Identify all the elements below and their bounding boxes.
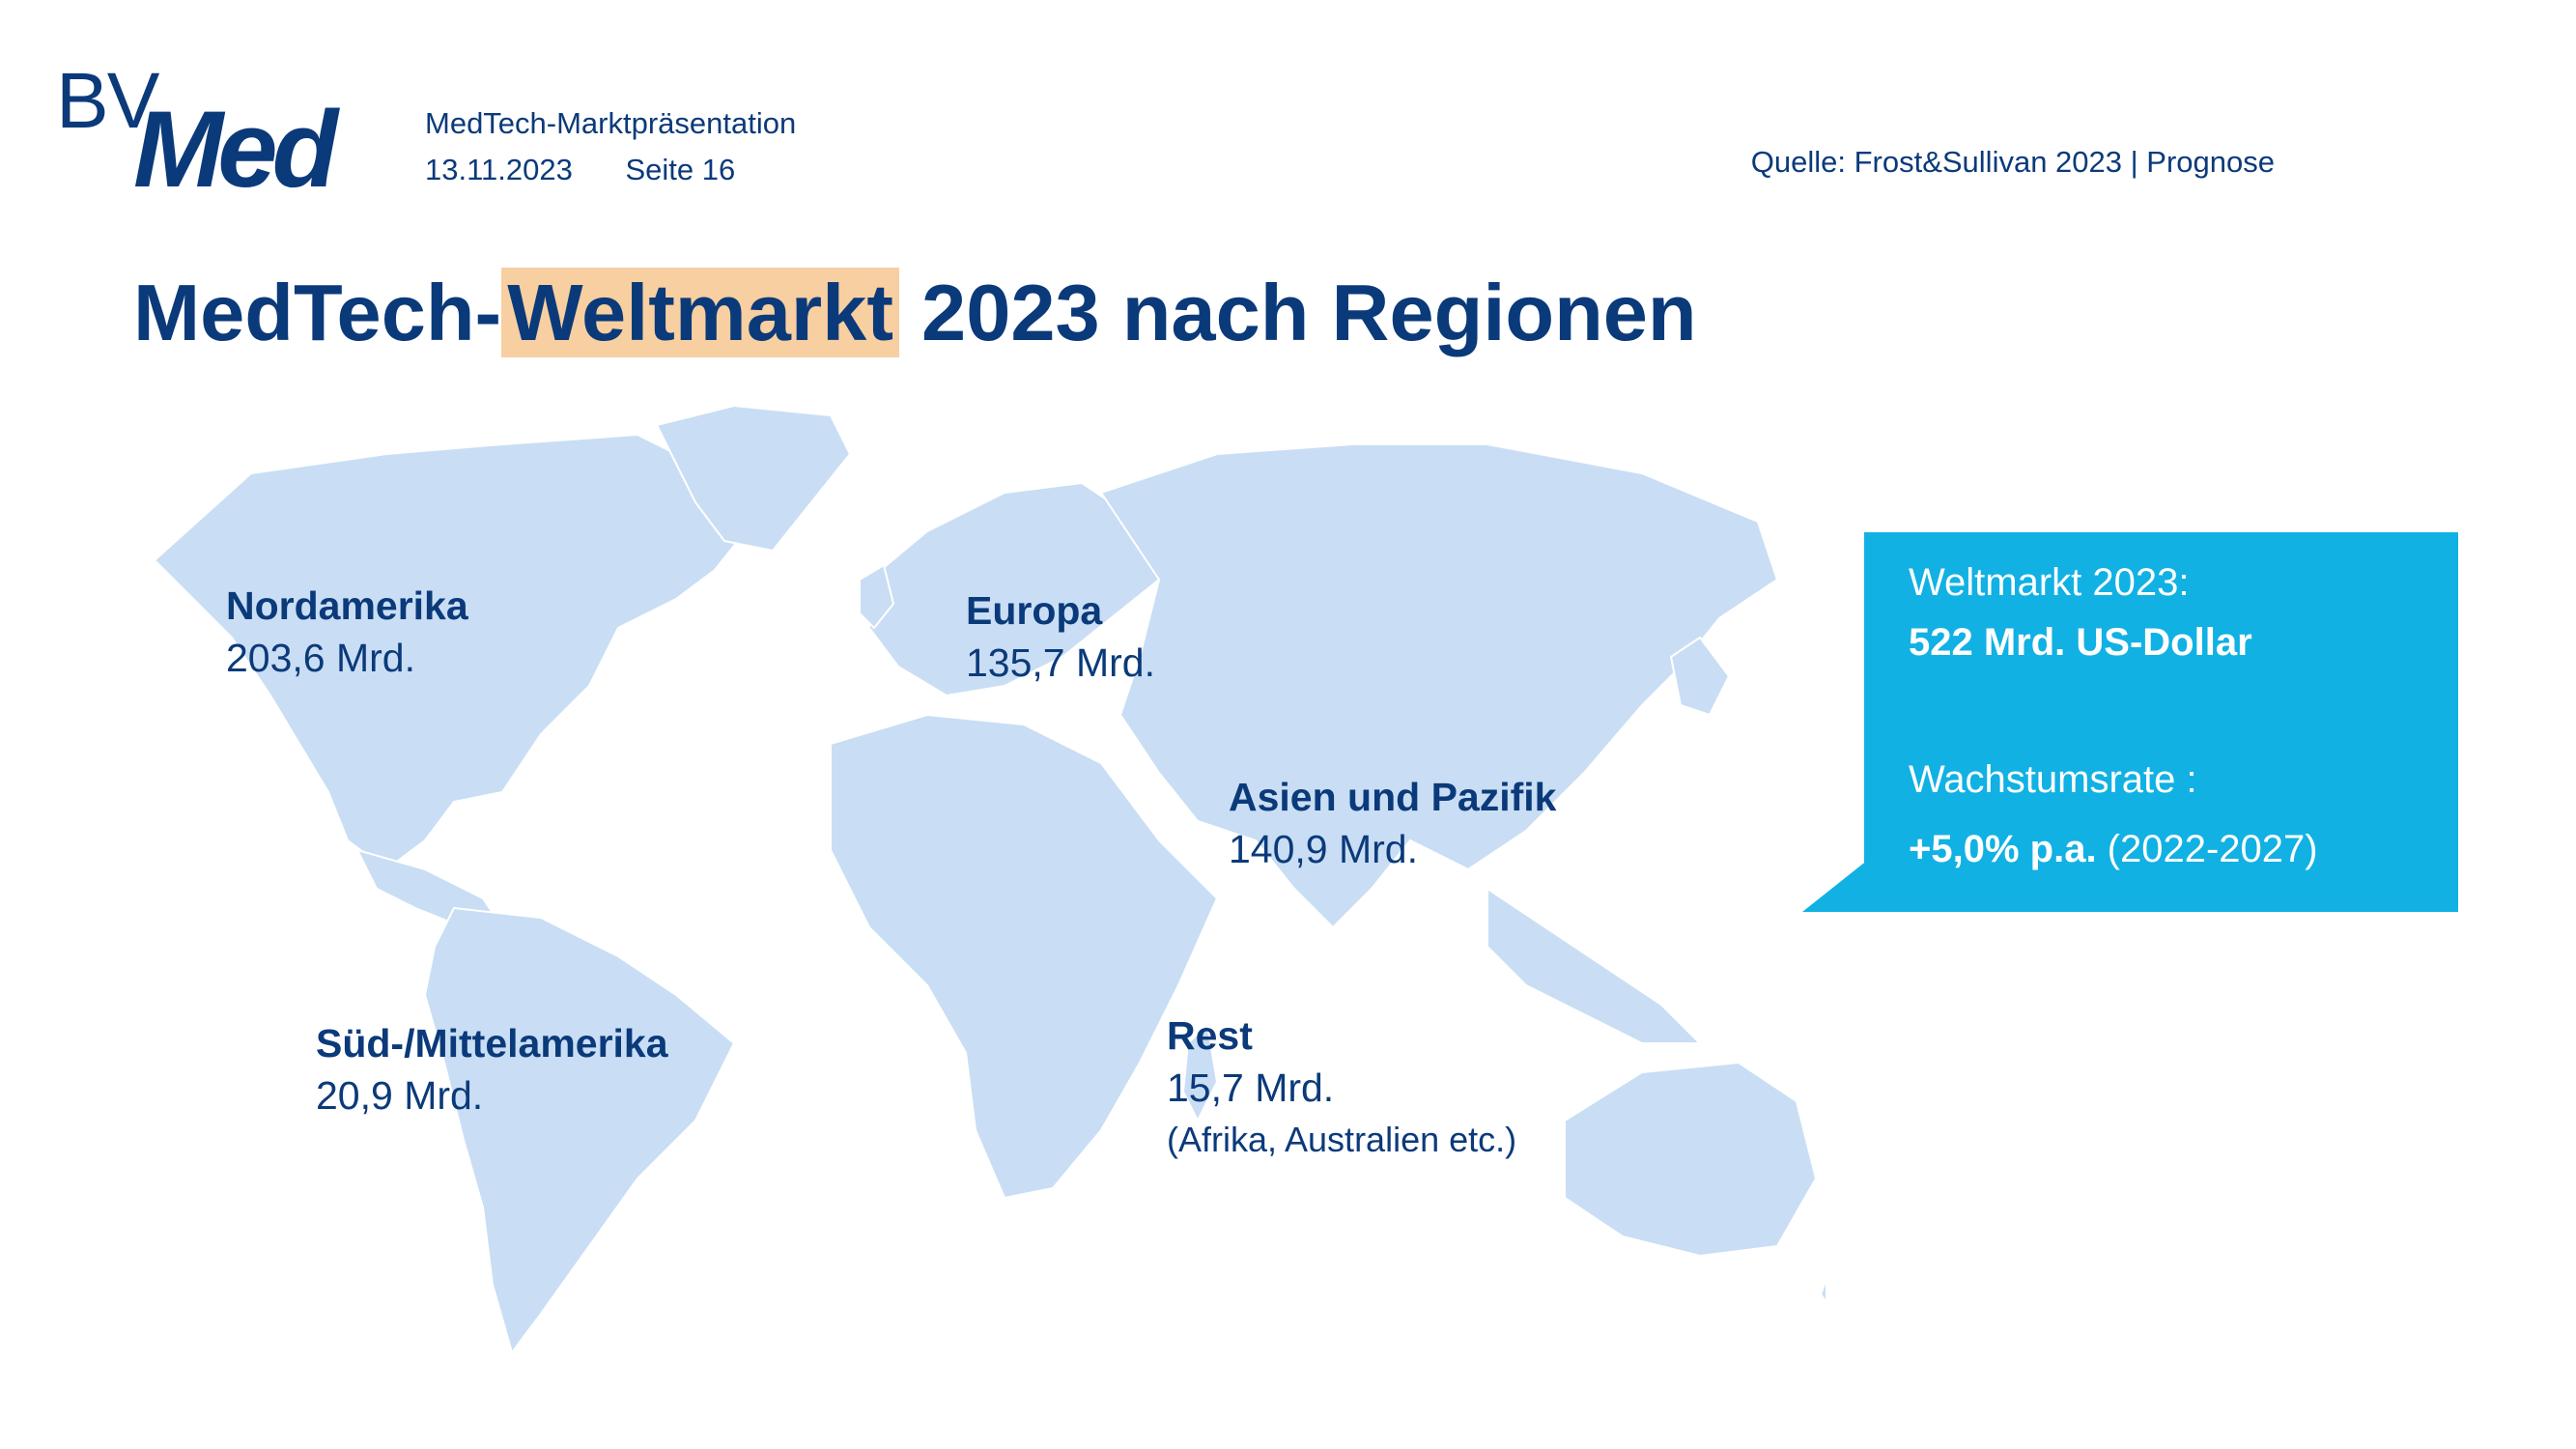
region-sued-mittelamerika: Süd-/Mittelamerika 20,9 Mrd.	[316, 1017, 668, 1122]
map-madagascar	[1181, 1021, 1219, 1123]
region-note: (Afrika, Australien etc.)	[1167, 1120, 1517, 1159]
region-asien-pazifik: Asien und Pazifik 140,9 Mrd.	[1229, 771, 1556, 875]
market-label: Weltmarkt 2023:	[1909, 561, 2190, 604]
world-map	[153, 404, 1826, 1355]
map-greenland	[655, 404, 852, 553]
region-europa: Europa 135,7 Mrd.	[966, 584, 1155, 689]
region-value: 140,9 Mrd.	[1229, 827, 1418, 871]
summary-callout: Weltmarkt 2023: 522 Mrd. US-Dollar Wachs…	[1864, 532, 2458, 912]
map-south-america	[423, 906, 736, 1355]
map-europe	[868, 481, 1161, 697]
map-asia	[1099, 443, 1779, 929]
map-australia	[1564, 1061, 1818, 1258]
region-name: Süd-/Mittelamerika	[316, 1021, 668, 1065]
region-value: 20,9 Mrd.	[316, 1073, 484, 1118]
presentation-name: MedTech-Marktpräsentation	[425, 106, 797, 140]
region-nordamerika: Nordamerika 203,6 Mrd.	[226, 580, 468, 684]
page-title: MedTech-Weltmarkt 2023 nach Regionen	[133, 267, 1697, 359]
bvmed-logo: BV Med	[56, 50, 384, 210]
page-number: Seite 16	[625, 153, 736, 186]
market-value: 522 Mrd. US-Dollar	[1909, 621, 2252, 664]
presentation-date: 13.11.2023	[425, 153, 573, 186]
growth-label: Wachstumsrate :	[1909, 758, 2197, 801]
source-note: Quelle: Frost&Sullivan 2023 | Prognose	[1750, 145, 2275, 179]
map-japan	[1669, 636, 1731, 717]
region-value: 135,7 Mrd.	[966, 640, 1155, 685]
title-highlight: Weltmarkt	[501, 268, 899, 357]
logo-bv-text: BV	[56, 57, 159, 145]
title-prefix: MedTech-	[133, 268, 502, 357]
region-value: 15,7 Mrd.	[1167, 1065, 1335, 1110]
region-value: 203,6 Mrd.	[226, 636, 415, 680]
region-rest: Rest 15,7 Mrd. (Afrika, Australien etc.)	[1167, 1009, 1516, 1166]
map-new-zealand	[1819, 1278, 1826, 1303]
map-africa	[830, 713, 1219, 1200]
callout-tail	[1802, 860, 1868, 912]
region-name: Europa	[966, 588, 1103, 633]
region-name: Asien und Pazifik	[1229, 775, 1557, 819]
logo-med-text: Med	[133, 89, 338, 210]
growth-period: (2022-2027)	[2096, 828, 2318, 870]
growth-row: +5,0% p.a. (2022-2027)	[1909, 828, 2318, 871]
date-row: 13.11.2023 Seite 16	[425, 147, 796, 193]
growth-value: +5,0% p.a.	[1909, 828, 2097, 870]
title-suffix: 2023 nach Regionen	[898, 268, 1697, 357]
map-north-america	[153, 433, 755, 871]
region-name: Nordamerika	[226, 583, 468, 628]
header-meta: MedTech-Marktpräsentation 13.11.2023 Sei…	[425, 100, 796, 193]
map-southeast-asia	[1486, 887, 1703, 1044]
map-uk	[859, 563, 895, 630]
region-name: Rest	[1167, 1013, 1253, 1058]
